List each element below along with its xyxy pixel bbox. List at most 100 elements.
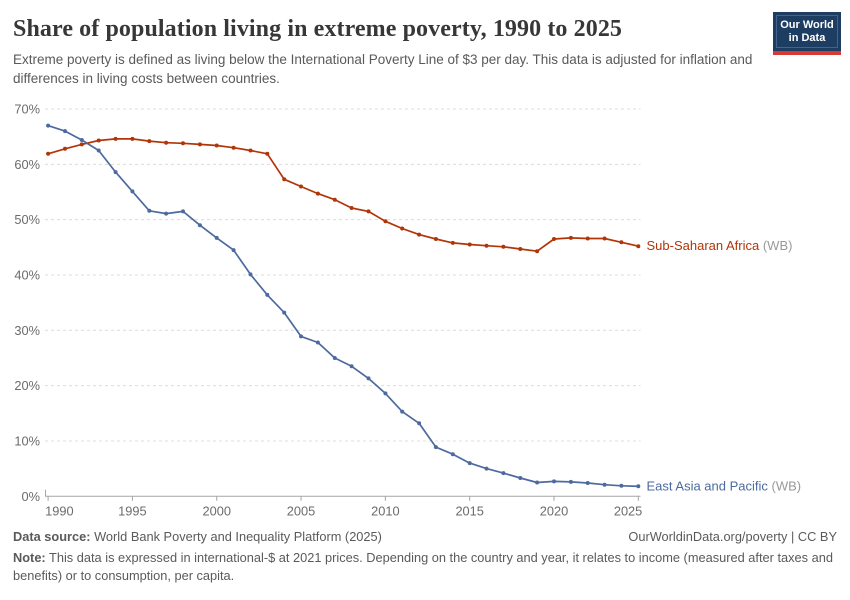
data-point[interactable]: [181, 141, 185, 146]
data-point[interactable]: [265, 151, 270, 156]
data-point[interactable]: [299, 334, 303, 339]
owid-logo[interactable]: Our World in Data: [773, 12, 841, 55]
data-point[interactable]: [568, 235, 573, 240]
data-point[interactable]: [535, 249, 540, 254]
data-point[interactable]: [332, 356, 337, 360]
data-point[interactable]: [585, 481, 590, 485]
data-point[interactable]: [248, 148, 253, 153]
data-point[interactable]: [96, 138, 101, 143]
data-point[interactable]: [46, 123, 51, 128]
x-axis-label: 1995: [118, 504, 146, 519]
data-point[interactable]: [282, 310, 287, 315]
data-point[interactable]: [248, 272, 253, 277]
x-axis-label: 2000: [202, 504, 230, 519]
data-point[interactable]: [552, 237, 556, 241]
data-point[interactable]: [46, 151, 51, 156]
y-axis-label: 50%: [14, 212, 40, 227]
data-point[interactable]: [113, 170, 118, 175]
x-axis-label: 2025: [614, 504, 642, 519]
data-point[interactable]: [164, 140, 169, 145]
data-point[interactable]: [197, 142, 202, 147]
data-point[interactable]: [130, 136, 135, 141]
data-point[interactable]: [214, 235, 219, 240]
data-point[interactable]: [164, 211, 169, 216]
data-point[interactable]: [265, 292, 270, 297]
data-point[interactable]: [349, 364, 354, 369]
series-east-asia-and-pacific[interactable]: East Asia and Pacific (WB): [46, 123, 802, 494]
y-axis-label: 70%: [14, 101, 40, 116]
y-axis-label: 20%: [14, 378, 40, 393]
data-point[interactable]: [400, 226, 405, 231]
data-point[interactable]: [467, 242, 472, 247]
data-point[interactable]: [585, 236, 590, 241]
data-point[interactable]: [63, 146, 67, 151]
series-end-label[interactable]: East Asia and Pacific (WB): [647, 478, 802, 493]
series-line[interactable]: [47, 124, 640, 488]
data-point[interactable]: [315, 340, 320, 345]
data-point[interactable]: [197, 223, 202, 228]
data-point[interactable]: [552, 479, 556, 484]
data-point[interactable]: [636, 244, 641, 249]
data-point[interactable]: [231, 248, 236, 253]
data-point[interactable]: [619, 483, 624, 488]
series-line[interactable]: [47, 138, 640, 253]
data-point[interactable]: [231, 145, 236, 150]
data-point[interactable]: [619, 240, 624, 245]
data-point[interactable]: [96, 148, 101, 153]
series-end-label[interactable]: Sub-Saharan Africa (WB): [647, 238, 793, 253]
data-point[interactable]: [501, 471, 506, 476]
data-point[interactable]: [282, 177, 287, 182]
series-sub-saharan-africa[interactable]: Sub-Saharan Africa (WB): [46, 136, 793, 254]
data-point[interactable]: [214, 143, 219, 148]
data-point[interactable]: [366, 209, 371, 214]
data-point[interactable]: [400, 409, 405, 414]
data-point[interactable]: [299, 184, 303, 189]
data-point[interactable]: [636, 484, 641, 489]
data-point[interactable]: [349, 206, 354, 210]
chart-subtitle: Extreme poverty is defined as living bel…: [13, 52, 753, 86]
data-point[interactable]: [366, 376, 371, 381]
data-point[interactable]: [433, 237, 438, 241]
data-point[interactable]: [417, 421, 422, 426]
data-point[interactable]: [467, 461, 472, 466]
x-axis-label: 2015: [455, 504, 483, 519]
data-point[interactable]: [383, 219, 388, 224]
data-point[interactable]: [602, 482, 607, 487]
data-point[interactable]: [147, 208, 152, 213]
data-point[interactable]: [568, 479, 573, 484]
data-point[interactable]: [147, 139, 152, 144]
data-point[interactable]: [450, 240, 455, 245]
data-point[interactable]: [181, 209, 185, 214]
data-point[interactable]: [501, 244, 506, 249]
data-point[interactable]: [518, 476, 523, 480]
license-link[interactable]: OurWorldinData.org/poverty | CC BY: [628, 529, 837, 544]
y-axis-label: 0%: [22, 489, 41, 504]
x-axis: 1990 1995 2000 2005 2010 2015 2020 2025: [45, 489, 642, 519]
data-source: Data source: World Bank Poverty and Ineq…: [13, 529, 382, 544]
y-axis: 0% 10% 20% 30% 40% 50% 60% 70%: [14, 101, 641, 504]
data-point[interactable]: [484, 466, 489, 471]
data-point[interactable]: [450, 452, 455, 457]
data-point[interactable]: [63, 129, 67, 134]
data-point[interactable]: [602, 236, 607, 241]
data-point[interactable]: [315, 191, 320, 196]
data-point[interactable]: [535, 480, 540, 485]
x-axis-label: 1990: [45, 504, 73, 519]
data-point[interactable]: [332, 197, 337, 202]
x-axis-label: 2020: [540, 504, 568, 519]
data-point[interactable]: [113, 136, 118, 141]
y-axis-label: 30%: [14, 323, 40, 338]
page-title: Share of population living in extreme po…: [13, 16, 623, 42]
data-point[interactable]: [130, 189, 135, 194]
data-point[interactable]: [417, 232, 422, 237]
data-point[interactable]: [79, 142, 84, 147]
x-axis-label: 2010: [371, 504, 399, 519]
y-axis-label: 60%: [14, 157, 40, 172]
data-point[interactable]: [79, 138, 84, 142]
data-point[interactable]: [484, 243, 489, 248]
y-axis-label: 40%: [14, 267, 40, 282]
data-point[interactable]: [518, 247, 523, 251]
data-point[interactable]: [383, 391, 388, 396]
data-point[interactable]: [433, 445, 438, 450]
